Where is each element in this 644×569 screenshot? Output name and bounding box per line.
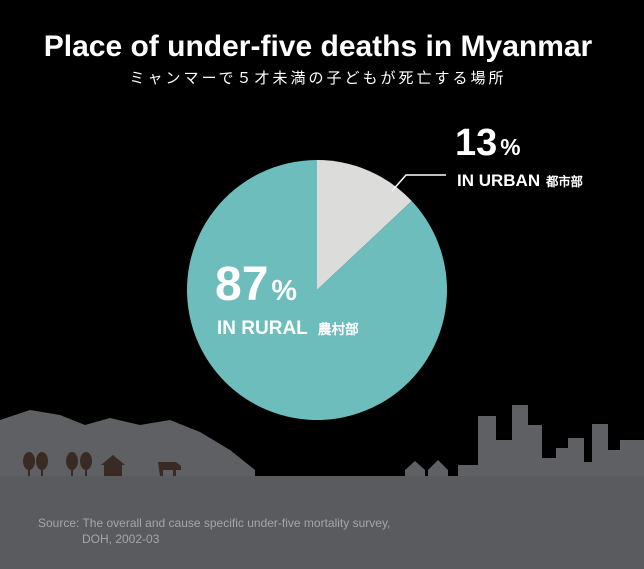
category-label: IN RURAL [217,318,308,339]
leader-line [391,174,446,192]
pie-slice [187,160,448,420]
chart-title: Place of under-five deaths in Myanmar [44,30,593,63]
value-label: 13% [455,122,521,164]
category-note: 都市部 [545,174,583,189]
source-line: Source: The overall and cause specific u… [38,516,390,530]
source-line: DOH, 2002-03 [82,532,160,546]
category-note: 農村部 [318,321,359,337]
chart-subtitle: ミャンマーで５才未満の子どもが死亡する場所 [129,70,506,87]
pie-slice [317,160,412,290]
pie [187,160,448,420]
landscape [0,405,644,569]
category-label: IN URBAN [457,171,540,190]
value-label: 87% [215,258,297,311]
